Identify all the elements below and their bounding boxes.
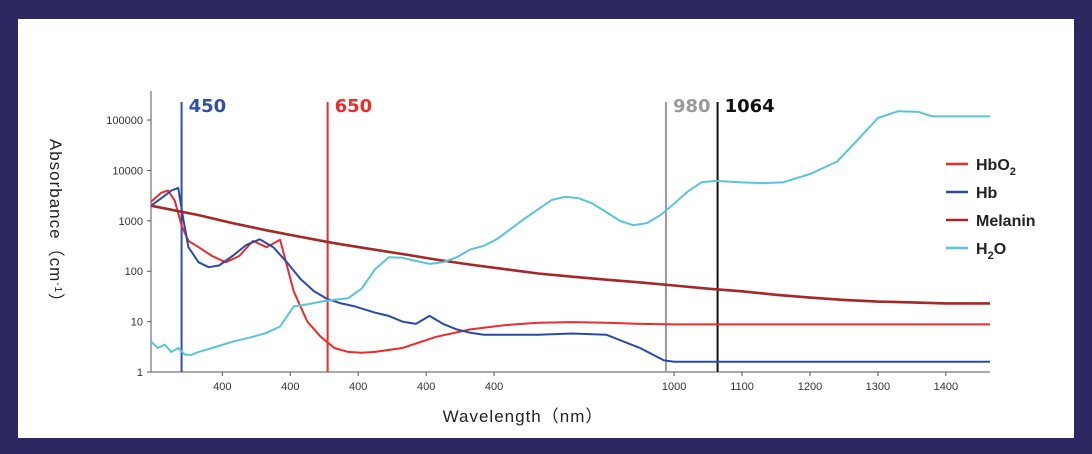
y-tick-label: 10000 xyxy=(112,165,143,177)
chart-panel: 1 10 100 1000 10000 100000 400 400 400 400 400 100… xyxy=(18,19,1074,438)
x-tick-label: 400 xyxy=(417,381,435,393)
legend-label-h: H2O xyxy=(976,241,1006,262)
x-tick-label: 1300 xyxy=(866,381,890,393)
x-tick-label: 1400 xyxy=(934,381,958,393)
absorbance-chart: 1 10 100 1000 10000 100000 400 400 400 400 400 100… xyxy=(18,19,1074,438)
x-axis: 400 400 400 400 400 1000 1100 1200 1300 1400 xyxy=(151,372,990,393)
x-axis-title: Wavelength（nm） xyxy=(443,407,604,426)
marker-label-980: 980 xyxy=(673,96,711,117)
x-tick-label: 400 xyxy=(281,381,299,393)
legend-label-text: Melanin xyxy=(976,213,1036,230)
legend-label-text-after: O xyxy=(994,241,1006,258)
y-axis-title-close: ） xyxy=(46,293,65,311)
series-line-hb xyxy=(151,188,990,362)
legend-label-hbo: HbO2 xyxy=(976,157,1016,178)
legend-label-text: H xyxy=(976,241,988,258)
marker-label-450: 450 xyxy=(189,96,227,117)
y-tick-label: 1 xyxy=(137,367,143,379)
x-tick-label: 400 xyxy=(349,381,367,393)
y-axis-title-sup: -1 xyxy=(52,282,63,293)
y-tick-label: 1000 xyxy=(119,216,143,228)
y-axis: 1 10 100 1000 10000 100000 xyxy=(106,91,151,379)
x-tick-label: 400 xyxy=(213,381,231,393)
legend-label-text: Hb xyxy=(976,185,998,202)
x-tick-label: 400 xyxy=(485,381,503,393)
series-lines xyxy=(151,111,990,362)
marker-label-650: 650 xyxy=(335,96,373,117)
legend-label-melanin: Melanin xyxy=(976,213,1036,230)
x-tick-label: 1200 xyxy=(798,381,822,393)
legend-label-text: HbO xyxy=(976,157,1010,174)
legend-label-hb: Hb xyxy=(976,185,998,202)
y-axis-title: Absorbance（cm-1） xyxy=(46,139,65,311)
x-tick-label: 1100 xyxy=(730,381,754,393)
marker-label-1064: 1064 xyxy=(725,96,775,117)
series-line-melanin xyxy=(151,206,990,304)
legend-label-subscript: 2 xyxy=(1010,166,1016,178)
y-axis-title-main: Absorbance（cm xyxy=(46,139,65,282)
y-tick-label: 100 xyxy=(125,266,143,278)
y-tick-label: 10 xyxy=(131,317,143,329)
y-tick-label: 100000 xyxy=(106,115,143,127)
x-tick-label: 1000 xyxy=(662,381,686,393)
